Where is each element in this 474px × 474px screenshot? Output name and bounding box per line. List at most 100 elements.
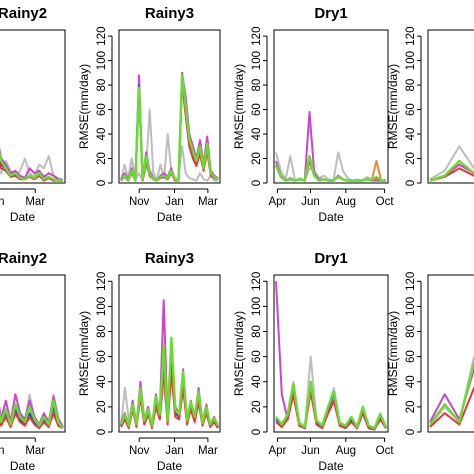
x-tick-label: Aug — [336, 196, 356, 208]
x-tick-label: Mar — [25, 445, 45, 457]
x-axis-label: Date — [157, 210, 183, 224]
y-tick-label: 20 — [405, 400, 417, 413]
series-line-1 — [429, 145, 474, 181]
y-tick-label: 100 — [251, 51, 263, 70]
x-tick-label: Mar — [198, 445, 218, 457]
series-line-4 — [429, 159, 474, 182]
y-tick-label: 20 — [96, 400, 108, 413]
plot-frame — [118, 274, 221, 433]
y-tick-label: 20 — [96, 152, 108, 165]
series-line-4 — [429, 361, 474, 426]
y-tick-label: 80 — [96, 325, 108, 338]
y-axis-label: RMSE(mm/day) — [232, 311, 246, 396]
y-tick-label: 60 — [251, 103, 263, 116]
y-tick-label: 120 — [251, 27, 263, 46]
plot-frame — [0, 29, 66, 184]
plot-frame — [118, 29, 221, 184]
x-tick-label: Oct — [376, 445, 395, 457]
y-axis-label: RMSE(mm/day) — [232, 64, 246, 149]
y-axis-label: RMSE(mm/day) — [77, 311, 91, 396]
y-tick-label: 0 — [251, 429, 263, 435]
panel-title: Rainy2 — [0, 5, 47, 22]
panel-title: Rainy3 — [145, 5, 194, 22]
y-tick-label: 0 — [96, 429, 108, 435]
y-tick-label: 100 — [405, 297, 417, 316]
series-line-2 — [0, 147, 64, 182]
y-tick-label: 60 — [96, 350, 108, 363]
y-tick-label: 40 — [405, 375, 417, 388]
panel-title: Rainy3 — [145, 250, 194, 267]
x-tick-label: Nov — [129, 196, 150, 208]
y-tick-label: 40 — [251, 128, 263, 141]
x-axis-label: Date — [157, 459, 183, 473]
x-tick-label: Nov — [129, 445, 150, 457]
y-tick-label: 120 — [405, 27, 417, 46]
x-tick-label: Apr — [268, 196, 286, 208]
series-line-2 — [429, 368, 474, 423]
panel-title: Rainy2 — [0, 250, 47, 267]
chart-panel-1: Jan Mar Date Rainy2 — [0, 5, 66, 224]
y-tick-label: 80 — [96, 79, 108, 92]
y-tick-label: 60 — [251, 350, 263, 363]
chart-panel-3: 0 20 40 60 80 100 120 RMSE(mm/day) Apr Jun Aug Oct D… — [232, 5, 394, 224]
x-tick-label: Jan — [0, 196, 5, 208]
y-tick-label: 100 — [251, 297, 263, 316]
chart-panel-5: Jan Mar Date Rainy2 — [0, 250, 66, 473]
y-tick-label: 120 — [405, 272, 417, 291]
y-tick-label: 120 — [251, 272, 263, 291]
x-tick-label: Mar — [25, 196, 45, 208]
panel-title: Dry1 — [314, 5, 347, 22]
x-axis-label: Date — [10, 459, 36, 473]
y-tick-label: 0 — [405, 180, 417, 186]
y-tick-label: 40 — [251, 375, 263, 388]
y-tick-label: 100 — [96, 51, 108, 70]
plot-frame — [427, 274, 474, 433]
chart-panel-6: 0 20 40 60 80 100 120 RMSE(mm/day) Nov Jan Mar Date… — [77, 250, 221, 473]
series-line-5 — [0, 150, 63, 182]
y-tick-label: 100 — [405, 51, 417, 70]
x-tick-label: Jun — [301, 445, 320, 457]
series-line-5 — [0, 399, 64, 429]
y-tick-label: 20 — [251, 152, 263, 165]
y-axis-label: RMSE(mm/day) — [386, 64, 400, 149]
chart-panel-4: 0 20 40 60 80 100 120 RMSE(mm/day) — [386, 27, 474, 186]
y-tick-label: 60 — [405, 103, 417, 116]
x-axis-label: Date — [318, 459, 344, 473]
y-tick-label: 40 — [96, 375, 108, 388]
series-line-1 — [0, 155, 64, 181]
x-tick-label: Aug — [336, 445, 356, 457]
y-axis-label: RMSE(mm/day) — [386, 311, 400, 396]
y-tick-label: 80 — [251, 79, 263, 92]
chart-panel-8: 0 20 40 60 80 100 120 RMSE(mm/day) — [386, 272, 474, 435]
y-tick-label: 120 — [96, 27, 108, 46]
y-tick-label: 0 — [96, 180, 108, 186]
y-tick-label: 0 — [251, 180, 263, 186]
x-axis-label: Date — [10, 210, 36, 224]
y-axis-label: RMSE(mm/day) — [77, 64, 91, 149]
y-tick-label: 80 — [405, 79, 417, 92]
y-tick-label: 100 — [96, 297, 108, 316]
y-tick-label: 120 — [96, 272, 108, 291]
y-tick-label: 20 — [251, 400, 263, 413]
y-tick-label: 60 — [96, 103, 108, 116]
plot-frame — [273, 29, 389, 184]
y-tick-label: 40 — [405, 128, 417, 141]
x-tick-label: Jan — [0, 445, 5, 457]
series-line-5 — [119, 336, 220, 427]
x-axis-label: Date — [318, 210, 344, 224]
series-line-1 — [120, 108, 218, 182]
panel-title: Dry1 — [314, 250, 347, 267]
series-line-1 — [275, 151, 387, 182]
x-tick-label: Mar — [198, 196, 218, 208]
plot-frame — [0, 274, 66, 433]
x-tick-label: Jan — [165, 445, 184, 457]
y-tick-label: 80 — [251, 325, 263, 338]
y-tick-label: 60 — [405, 350, 417, 363]
plot-frame — [427, 29, 474, 184]
series-line-1 — [429, 355, 474, 427]
y-tick-label: 20 — [405, 152, 417, 165]
chart-panel-2: 0 20 40 60 80 100 120 RMSE(mm/day) Nov Jan Mar Date… — [77, 5, 221, 224]
x-tick-label: Jan — [165, 196, 184, 208]
series-line-5 — [275, 380, 388, 430]
